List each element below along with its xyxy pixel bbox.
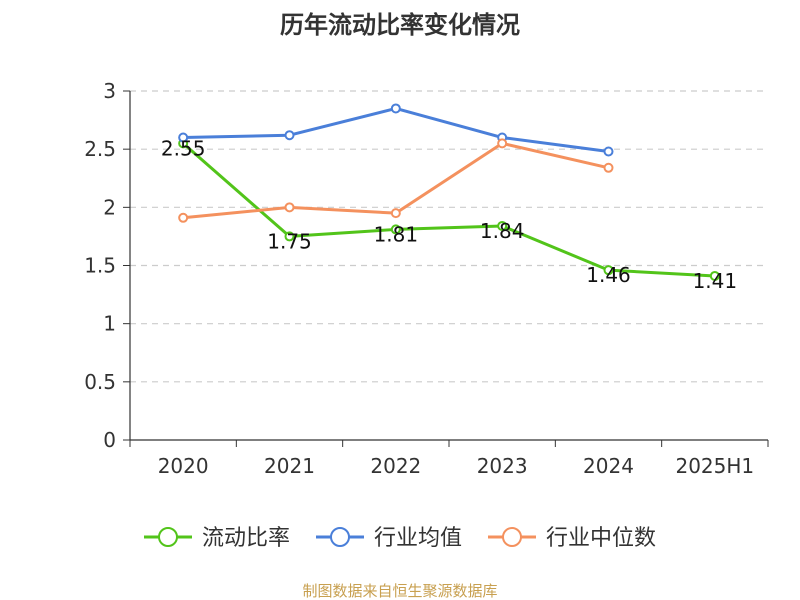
data-label: 1.75 [267,229,312,253]
data-point [497,220,508,231]
series-layer [178,103,720,281]
x-tick-label: 2020 [158,454,209,478]
series-line [183,106,609,153]
legend-label: 行业中位数 [546,526,656,551]
legend-item: 行业均值 [316,526,462,551]
x-axis: 2020 2021 2022 2023 2024 2025H1 [129,439,769,478]
legend-marker-icon [330,527,350,547]
y-axis: 0 0.5 1 1.5 2 2.5 3 [84,79,131,452]
data-label: 1.46 [586,263,631,287]
x-tick-label: 2022 [370,454,421,478]
data-label: 1.81 [374,222,419,246]
data-point [284,130,295,141]
x-tick-label: 2024 [583,454,634,478]
legend-item: 流动比率 [144,526,290,551]
legend-label: 流动比率 [202,526,290,551]
series-line [183,141,609,220]
data-point [709,270,720,281]
data-point [284,202,295,213]
data-label: 2.55 [161,136,206,160]
data-point [497,138,508,149]
x-tick-label: 2023 [477,454,528,478]
x-tick-label: 2021 [264,454,315,478]
data-point [178,212,189,223]
data-point [603,162,614,173]
data-point [390,208,401,219]
y-tick-label: 0.5 [84,370,116,394]
x-tick-label: 2025H1 [675,454,754,478]
y-tick-label: 3 [103,79,116,103]
series-3 [178,138,614,223]
series-line [182,142,715,278]
data-label: 1.84 [480,219,525,243]
legend: 流动比率 行业均值 行业中位数 [144,526,656,551]
legend-marker-icon [502,527,522,547]
data-label: 1.41 [693,269,738,293]
data-labels: 2.55 1.75 1.81 1.84 1.46 1.41 [161,136,737,293]
legend-item: 行业中位数 [488,526,656,551]
source-note: 制图数据来自恒生聚源数据库 [302,582,497,600]
series-2 [178,103,614,157]
y-tick-label: 1.5 [84,254,116,278]
data-point [390,224,401,235]
data-point [390,103,401,114]
grid-lines [130,90,768,383]
data-point [603,265,614,276]
data-point [178,132,189,143]
data-point [284,231,295,242]
y-tick-label: 2.5 [84,137,116,161]
legend-label: 行业均值 [374,526,462,551]
y-tick-label: 2 [103,195,116,219]
data-point [603,146,614,157]
y-tick-label: 0 [103,428,116,452]
y-tick-label: 1 [103,312,116,336]
legend-marker-icon [158,527,178,547]
chart-title: 历年流动比率变化情况 [280,11,520,39]
